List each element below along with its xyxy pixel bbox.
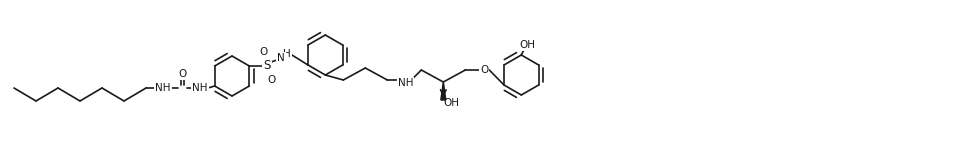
Text: OH: OH [519,40,535,50]
Text: O: O [267,75,275,85]
Text: O: O [480,65,489,75]
Text: NH: NH [155,83,171,93]
Text: S: S [264,59,271,73]
Text: O: O [179,69,187,79]
Text: O: O [259,47,268,57]
Text: OH: OH [444,98,459,108]
Text: NH: NH [192,83,207,93]
Polygon shape [441,82,445,100]
Text: H: H [283,49,292,59]
Text: NH: NH [398,78,413,88]
Text: N: N [277,53,285,63]
